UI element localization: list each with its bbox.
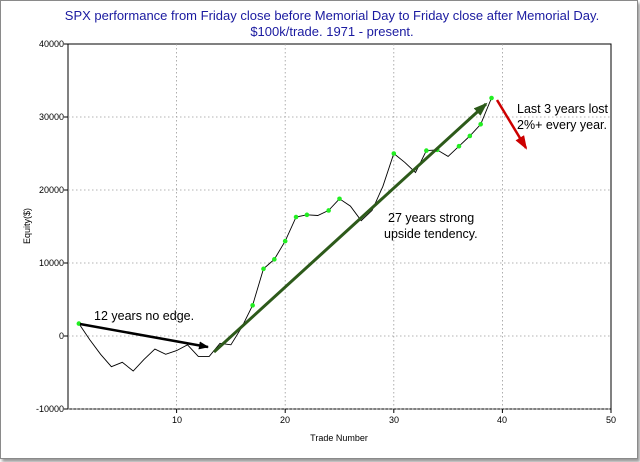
data-point-21 [293,214,299,220]
data-point-38 [478,122,483,127]
axis-ticks [64,43,612,413]
data-point-36 [456,143,462,149]
chart-title: SPX performance from Friday close before… [65,8,599,23]
y-tick-0: 0 [59,331,64,341]
upside-arrow [212,102,488,354]
x-tick-40: 40 [497,415,507,425]
x-tick-50: 50 [606,415,616,425]
data-point-24 [326,208,331,213]
equity-markers [76,95,494,326]
data-point-30 [391,151,397,156]
y-tick-30000: 30000 [39,112,64,122]
annotation-upside-line-1: 27 years strong [388,211,474,225]
data-point-22 [304,212,310,218]
loss-arrow [495,99,528,150]
data-point-17 [250,303,255,308]
data-point-20 [282,238,288,244]
data-point-25 [337,196,342,202]
y-tick-neg10000: -10000 [36,404,64,414]
y-tick-20000: 20000 [39,185,64,195]
x-tick-30: 30 [389,415,399,425]
x-tick-10: 10 [172,415,182,425]
annotation-no-edge: 12 years no edge. [94,309,194,323]
data-point-18 [261,266,266,272]
annotation-upside-line-2: upside tendency. [384,227,478,241]
x-tick-20: 20 [280,415,290,425]
data-point-19 [272,257,277,262]
no-edge-arrow [79,322,209,350]
x-axis-label: Trade Number [310,433,368,443]
y-tick-10000: 10000 [39,258,64,268]
annotation-loss-line-2: 2%+ every year. [517,118,607,132]
y-axis-label: Equity($) [22,208,32,244]
plot-area [67,43,612,410]
data-point-37 [467,133,473,139]
annotation-loss-line-1: Last 3 years lost [517,102,609,116]
grid-lines [68,44,611,410]
data-point-33 [424,148,429,153]
y-tick-40000: 40000 [39,39,64,49]
chart-subtitle: $100k/trade. 1971 - present. [250,24,413,39]
data-point-39 [489,95,494,101]
